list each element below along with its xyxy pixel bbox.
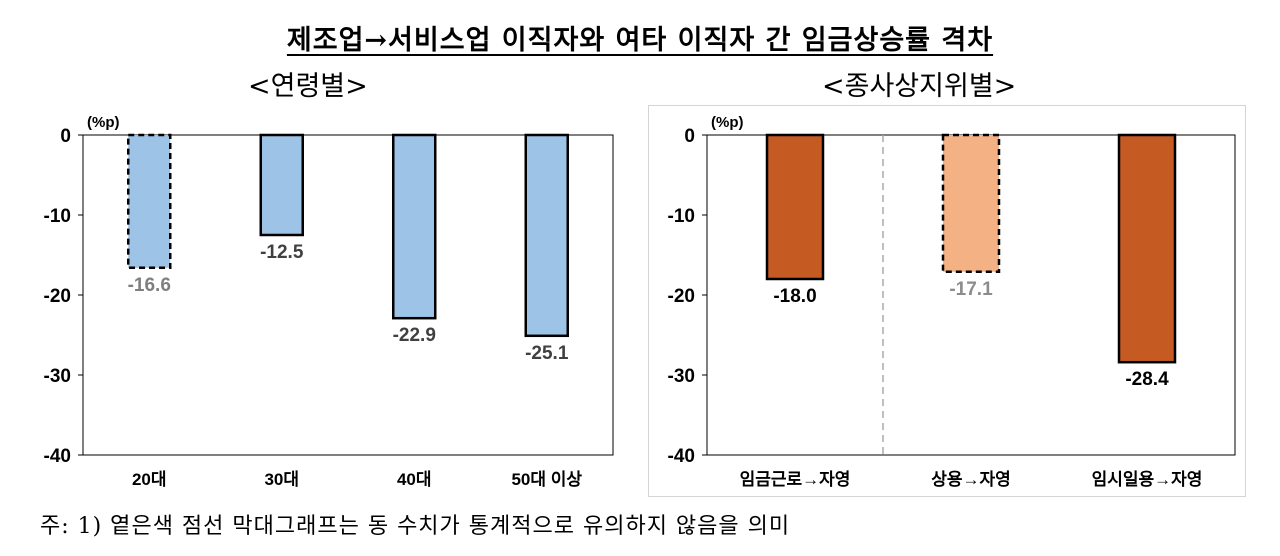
age-data-label: -12.5 [260, 242, 304, 263]
footnote: 주: 1) 옅은색 점선 막대그래프는 동 수치가 통계적으로 유의하지 않음을… [40, 514, 791, 539]
age-ytick-label: -20 [44, 286, 71, 307]
age-ytick-label: -30 [44, 366, 71, 387]
age-chart: (%p) 0 -10 -20 -30 -40 -16.6 20대 -12.5 30대 -22.9 40… [44, 114, 614, 489]
age-ytick-label: -10 [44, 206, 71, 227]
age-unit-label: (%p) [87, 114, 120, 131]
age-data-label: -16.6 [128, 275, 171, 296]
chart-title: 제조업→서비스업 이직자와 여타 이직자 간 임금상승률 격차 [286, 25, 994, 56]
age-category-label: 20대 [132, 470, 167, 489]
subtitle-by-age: <연령별> [248, 71, 368, 102]
age-bar [127, 133, 172, 270]
status-chart-panel [648, 105, 1246, 497]
age-data-label: -22.9 [393, 325, 436, 346]
age-ytick-label: -40 [44, 446, 71, 467]
age-bar [524, 133, 569, 338]
age-category-label: 30대 [264, 470, 299, 489]
age-ytick-label: 0 [60, 126, 71, 147]
age-bar [392, 133, 437, 320]
age-category-label: 40대 [397, 470, 432, 489]
age-category-label: 50대 이상 [511, 470, 582, 489]
age-bar [259, 133, 304, 237]
subtitle-by-status: <종사상지위별> [822, 71, 1017, 102]
age-data-label: -25.1 [525, 343, 569, 364]
